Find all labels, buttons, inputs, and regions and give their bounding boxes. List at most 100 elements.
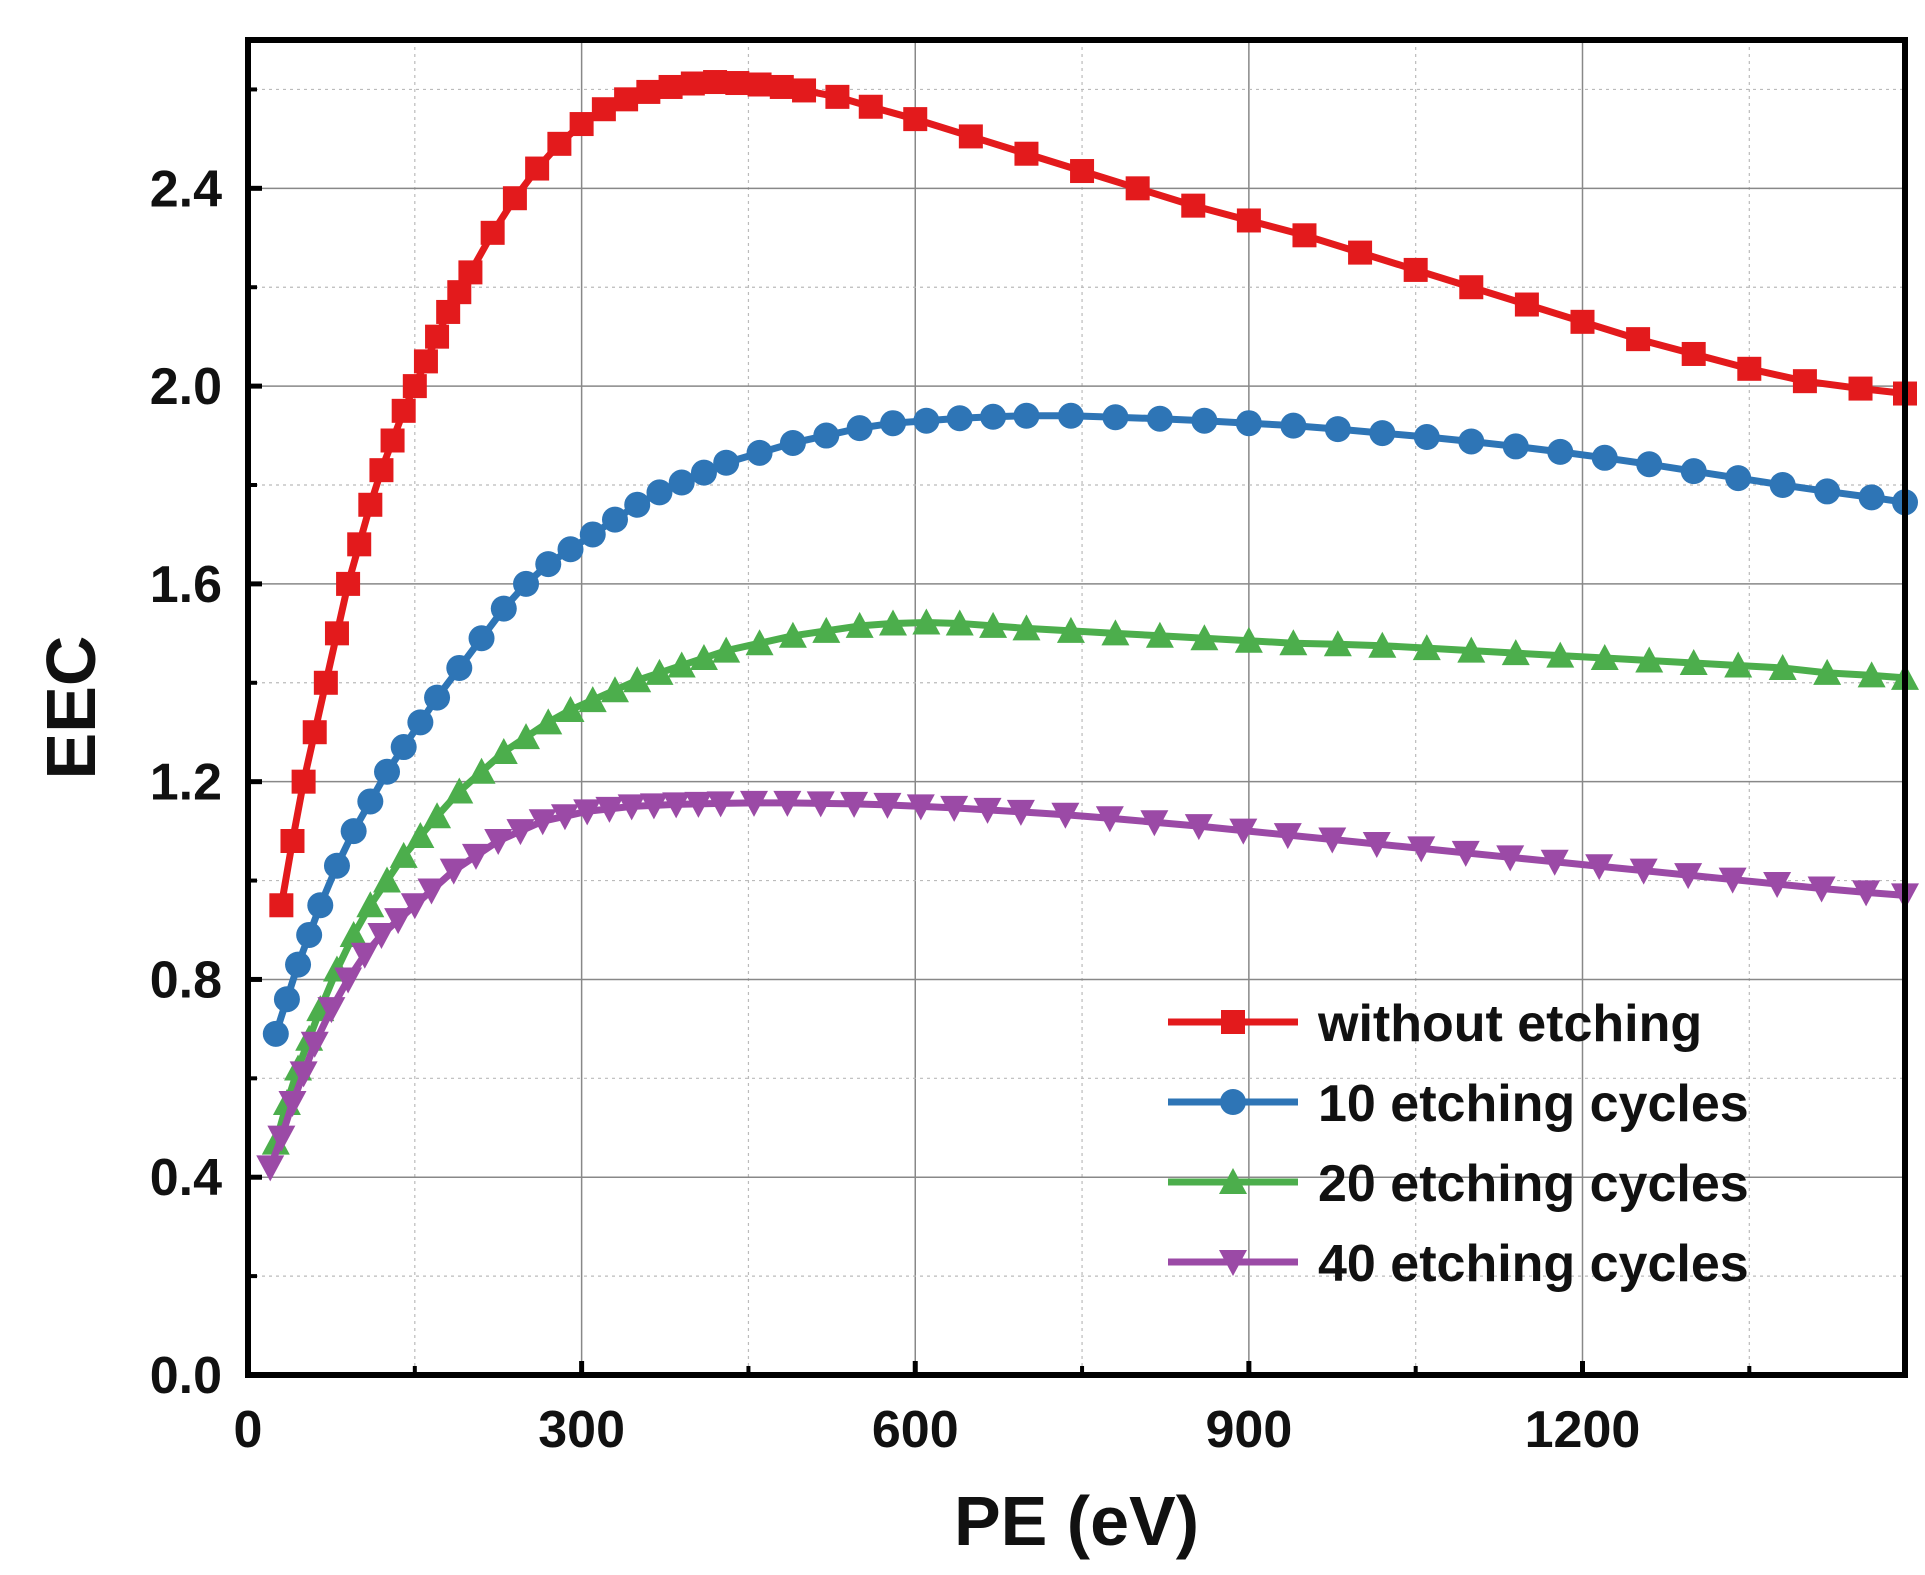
- series-marker-circle: [1191, 407, 1218, 434]
- series-marker-square: [1348, 240, 1373, 265]
- series-marker-triangle-up: [1813, 658, 1842, 685]
- series-marker-triangle-down: [367, 922, 396, 949]
- series-without-etching: [269, 70, 1917, 918]
- series-marker-triangle-down: [1540, 849, 1569, 876]
- series-marker-triangle-up: [1279, 629, 1308, 656]
- series-marker-circle: [340, 818, 367, 845]
- series-marker-circle: [1858, 484, 1885, 511]
- series-marker-square: [391, 398, 416, 423]
- series-marker-circle: [913, 407, 940, 434]
- series-marker-square: [502, 186, 527, 211]
- series-marker-triangle-down: [506, 819, 535, 846]
- series-marker-circle: [579, 521, 606, 548]
- series-marker-triangle-up: [445, 777, 474, 804]
- series-marker-triangle-up: [667, 651, 696, 678]
- series-marker-square: [958, 124, 983, 149]
- series-marker-square: [425, 324, 450, 349]
- series-marker-square: [725, 71, 750, 96]
- series-marker-circle: [357, 788, 384, 815]
- axis-ticks: [245, 87, 1752, 1378]
- series-marker-circle: [1814, 478, 1841, 505]
- series-marker-circle: [273, 986, 300, 1013]
- series-marker-triangle-up: [645, 658, 674, 685]
- series-marker-triangle-down: [639, 793, 668, 820]
- series-marker-triangle-down: [267, 1125, 296, 1152]
- series-marker-square: [402, 374, 427, 399]
- series-marker-circle: [880, 410, 907, 437]
- series-marker-triangle-up: [1190, 624, 1219, 651]
- series-marker-square: [1070, 159, 1095, 184]
- series-marker-circle: [262, 1020, 289, 1047]
- series-marker-triangle-up: [1679, 649, 1708, 675]
- series-marker-triangle-down: [1219, 1250, 1247, 1276]
- series-marker-triangle-down: [1362, 831, 1391, 858]
- series-marker-square: [1626, 327, 1651, 352]
- y-tick-label: 0.4: [150, 1149, 222, 1207]
- series-marker-square: [313, 670, 338, 695]
- y-axis-title: EEC: [32, 636, 110, 780]
- series-marker-circle: [1547, 438, 1574, 465]
- series-marker-triangle-up: [845, 611, 874, 638]
- legend-label: 20 etching cycles: [1318, 1155, 1749, 1213]
- series-marker-triangle-down: [1451, 840, 1480, 867]
- series-marker-square: [302, 720, 327, 745]
- series-marker-triangle-down: [461, 843, 490, 870]
- series-marker-triangle-down: [595, 796, 624, 823]
- series-marker-triangle-up: [912, 608, 941, 635]
- series-marker-circle: [713, 449, 740, 476]
- series-marker-triangle-up: [1012, 614, 1041, 641]
- series-marker-circle: [424, 684, 451, 711]
- series-marker-circle: [1458, 428, 1485, 455]
- series-marker-triangle-down: [1674, 863, 1703, 890]
- series-marker-square: [358, 492, 383, 517]
- series-marker-circle: [513, 570, 540, 597]
- series-marker-triangle-down: [1184, 814, 1213, 841]
- legend-entry: 40 etching cycles: [1168, 1235, 1749, 1293]
- series-marker-triangle-up: [979, 611, 1008, 638]
- series-marker-circle: [746, 439, 773, 466]
- series-marker-triangle-down: [906, 794, 935, 821]
- series-marker-square: [336, 571, 361, 596]
- series-marker-triangle-up: [1768, 653, 1797, 680]
- series-marker-square: [1125, 176, 1150, 201]
- series-marker-circle: [668, 469, 695, 496]
- series-marker-triangle-down: [617, 794, 646, 821]
- series-marker-triangle-down: [806, 791, 835, 818]
- series-marker-triangle-up: [1219, 1168, 1247, 1194]
- series-marker-triangle-up: [373, 866, 402, 893]
- legend-entry: 20 etching cycles: [1168, 1155, 1749, 1213]
- series-marker-triangle-up: [467, 757, 496, 784]
- series-marker-circle: [285, 951, 312, 978]
- series-marker-triangle-down: [289, 1061, 318, 1088]
- series-marker-triangle-down: [384, 908, 413, 935]
- series-marker-circle: [624, 491, 651, 518]
- series-marker-circle: [296, 921, 323, 948]
- plot-frame: [245, 37, 1908, 1378]
- y-tick-label: 1.2: [150, 754, 222, 812]
- series-marker-triangle-up: [389, 841, 418, 868]
- series-marker-square: [1292, 223, 1317, 248]
- series-marker-square: [324, 621, 349, 646]
- series-marker-triangle-down: [334, 967, 363, 994]
- series-marker-triangle-down: [278, 1091, 307, 1118]
- series-marker-triangle-down: [1095, 806, 1124, 833]
- series-marker-circle: [946, 405, 973, 432]
- series-marker-triangle-up: [556, 695, 585, 722]
- series-marker-triangle-down: [1629, 858, 1658, 885]
- series-marker-triangle-down: [528, 809, 557, 836]
- series-marker-circle: [846, 415, 873, 442]
- series-marker-square: [1014, 141, 1039, 166]
- series-marker-triangle-up: [1857, 661, 1886, 688]
- legend-label: 40 etching cycles: [1318, 1235, 1749, 1293]
- series-marker-triangle-down: [873, 792, 902, 819]
- y-tick-label: 1.6: [150, 556, 222, 614]
- series-marker-circle: [307, 892, 334, 919]
- series-marker-circle: [1369, 420, 1396, 447]
- series-marker-square: [1848, 376, 1873, 401]
- series-marker-triangle-down: [1140, 810, 1169, 837]
- series-marker-triangle-up: [1056, 616, 1085, 643]
- series-marker-triangle-up: [339, 920, 368, 947]
- series-marker-square: [591, 97, 616, 122]
- legend-entry: without etching: [1168, 995, 1702, 1053]
- series-marker-circle: [1769, 472, 1796, 498]
